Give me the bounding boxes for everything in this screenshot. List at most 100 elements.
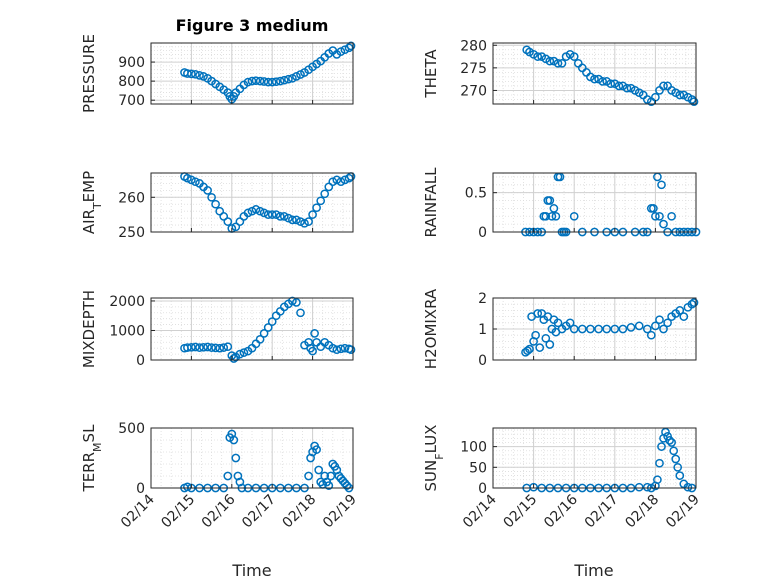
data-point <box>606 79 616 89</box>
subplot-mixdepth: 0 1000 2000 MIXDEPTH <box>80 290 356 369</box>
data-point <box>316 477 326 487</box>
data-point <box>292 72 301 81</box>
data-point <box>215 343 225 353</box>
data-point <box>271 77 281 87</box>
data-point <box>569 324 579 334</box>
data-point <box>211 199 220 209</box>
data-point <box>328 343 338 353</box>
x-axis-label-left: Time <box>231 561 271 580</box>
data-point <box>191 177 200 187</box>
data-point <box>557 58 567 68</box>
data-point <box>308 346 317 356</box>
data-point <box>229 354 239 363</box>
data-point <box>525 344 534 354</box>
x-tick-label: 02/14 <box>460 491 500 531</box>
x-tick-label: 02/18 <box>280 492 320 532</box>
data-point <box>199 342 208 352</box>
y-tick-label: 1 <box>478 322 487 338</box>
y-tick-label: 500 <box>118 421 145 437</box>
data-point <box>642 482 652 492</box>
x-tick-label: 02/16 <box>199 491 239 531</box>
x-tick-label: 02/15 <box>158 492 198 532</box>
data-point <box>324 481 334 490</box>
data-point <box>310 329 319 338</box>
data-point <box>336 177 346 187</box>
data-point <box>545 196 555 205</box>
data-point <box>667 211 676 221</box>
data-point <box>207 343 216 352</box>
data-point <box>663 318 672 328</box>
axes-box <box>150 42 354 105</box>
data-point <box>634 321 644 331</box>
data-point <box>659 219 668 229</box>
data-point <box>657 442 666 451</box>
data-point <box>551 211 561 221</box>
data-point <box>655 458 664 468</box>
data-point <box>207 192 216 202</box>
data-point <box>223 471 233 481</box>
axes-box <box>150 427 354 489</box>
data-point <box>328 177 338 187</box>
data-point <box>340 45 350 55</box>
x-tick-label: 02/16 <box>541 491 581 531</box>
y-tick-label: 0 <box>478 481 487 497</box>
data-point <box>292 215 301 225</box>
data-point <box>545 340 555 349</box>
y-tick-label: 0 <box>136 481 145 497</box>
y-axis-label: RAINFALL <box>422 167 440 238</box>
data-point <box>553 318 563 328</box>
y-tick-label: 0 <box>478 353 487 369</box>
data-point <box>553 58 563 68</box>
y-tick-label: 50 <box>469 460 487 476</box>
y-tick-label: 900 <box>118 55 145 71</box>
x-axis-label-right: Time <box>573 561 613 580</box>
data-point <box>547 211 557 221</box>
data-point <box>665 436 674 445</box>
data-point <box>320 189 330 199</box>
y-tick-label: 0 <box>136 353 145 369</box>
data-point <box>251 76 261 86</box>
data-point <box>529 482 538 492</box>
data-point <box>590 74 599 84</box>
y-axis-label: H2OMIXRA <box>422 288 440 369</box>
data-point <box>231 222 241 232</box>
data-point <box>577 324 587 334</box>
data-point <box>267 210 277 219</box>
data-point <box>332 345 342 355</box>
x-tick-label: 02/19 <box>320 492 360 532</box>
data-point <box>243 208 253 218</box>
data-point <box>346 345 356 355</box>
data-point <box>229 435 239 445</box>
data-point <box>304 471 313 481</box>
data-point <box>231 453 241 463</box>
data-point <box>235 349 245 359</box>
y-axis-label: THETA <box>422 49 440 99</box>
y-axis-label: MIXDEPTH <box>80 290 98 368</box>
data-point <box>255 334 265 344</box>
data-point <box>336 344 346 354</box>
data-point <box>653 475 662 485</box>
data-point <box>187 175 196 185</box>
data-point <box>191 69 200 79</box>
x-tick-label: 02/17 <box>239 492 279 532</box>
data-point <box>263 323 273 332</box>
data-point <box>296 308 305 318</box>
x-tick-label: 02/14 <box>118 491 158 531</box>
subplot-air_temp: 250 260 AIRTEMP <box>80 171 356 241</box>
data-point <box>195 343 204 352</box>
data-point <box>675 471 685 480</box>
y-tick-label: 700 <box>118 93 145 109</box>
data-point <box>328 459 338 469</box>
data-point <box>279 75 289 85</box>
data-point <box>675 306 685 315</box>
data-point <box>219 343 229 352</box>
data-point <box>655 315 664 325</box>
data-point <box>259 329 269 338</box>
data-point <box>541 211 551 221</box>
data-point <box>565 318 575 328</box>
data-point <box>667 438 676 447</box>
data-point <box>332 175 342 185</box>
data-point <box>271 210 281 219</box>
data-point <box>535 343 545 352</box>
y-tick-label: 2 <box>478 291 487 307</box>
